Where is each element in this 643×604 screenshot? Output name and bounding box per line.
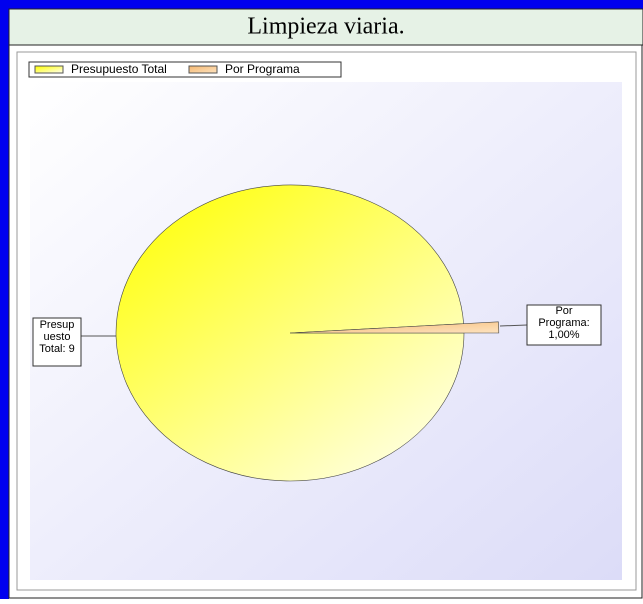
data-label: Presup: [40, 319, 75, 331]
data-label: 1,00%: [548, 329, 579, 341]
legend-swatch: [188, 65, 218, 74]
legend-swatch: [34, 65, 64, 74]
pie-slice: [289, 321, 500, 334]
legend: [28, 61, 342, 78]
data-label: uesto: [44, 331, 71, 343]
frame-top: [0, 0, 643, 9]
frame-left: [0, 0, 9, 599]
data-label: Total: 9: [39, 343, 74, 355]
page-title: Limpieza viaria.: [247, 14, 404, 40]
legend-label: Presupuesto Total: [71, 62, 167, 76]
title-band: [8, 8, 643, 46]
content-border: [8, 44, 643, 599]
legend-label: Por Programa: [225, 62, 300, 76]
data-label: Por: [555, 305, 572, 317]
data-label-box: [32, 317, 82, 367]
leader-line: [499, 324, 528, 327]
data-label-box: [526, 304, 602, 346]
data-label: Programa:: [538, 317, 589, 329]
